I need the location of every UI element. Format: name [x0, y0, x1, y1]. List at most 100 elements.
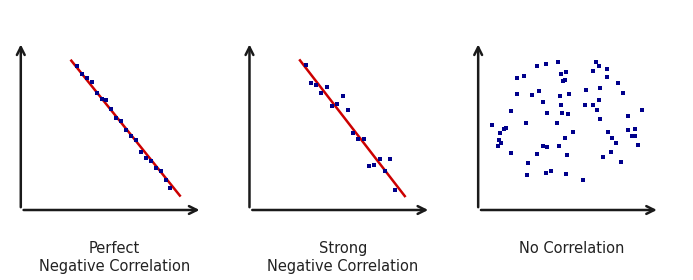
Point: [542, 111, 553, 116]
Point: [556, 102, 567, 107]
Point: [511, 92, 523, 97]
Point: [337, 94, 348, 99]
Point: [562, 111, 573, 116]
Point: [587, 103, 598, 107]
Point: [369, 163, 380, 167]
Point: [552, 120, 563, 125]
Point: [562, 153, 573, 157]
Point: [630, 134, 641, 139]
Point: [534, 89, 545, 93]
Point: [556, 111, 568, 115]
Point: [91, 90, 102, 95]
Point: [101, 98, 112, 102]
Point: [561, 172, 572, 176]
Point: [540, 171, 551, 175]
Point: [358, 136, 369, 141]
Point: [623, 128, 634, 132]
Point: [630, 127, 641, 131]
Point: [560, 78, 571, 83]
Point: [632, 143, 643, 147]
Point: [506, 151, 517, 155]
Point: [390, 188, 401, 192]
Point: [541, 61, 552, 66]
Point: [578, 178, 589, 182]
Point: [613, 81, 624, 86]
Point: [527, 92, 538, 97]
Point: [554, 144, 565, 148]
Point: [607, 136, 618, 140]
Point: [150, 166, 161, 171]
Point: [363, 164, 374, 168]
Point: [86, 80, 97, 84]
Point: [486, 123, 498, 128]
Point: [76, 72, 87, 76]
Point: [165, 185, 176, 190]
Point: [541, 144, 552, 149]
Point: [310, 83, 322, 87]
Point: [306, 81, 317, 85]
Point: [160, 178, 171, 183]
Point: [106, 106, 117, 111]
Point: [81, 76, 92, 80]
Point: [155, 169, 166, 173]
Point: [379, 169, 390, 174]
Point: [71, 64, 82, 69]
Point: [498, 127, 509, 131]
Point: [594, 97, 605, 102]
Point: [519, 74, 530, 78]
Point: [493, 144, 504, 148]
Point: [545, 168, 556, 173]
Point: [554, 94, 565, 98]
Point: [495, 131, 506, 135]
Point: [146, 159, 157, 163]
Point: [116, 119, 127, 123]
Point: [602, 130, 613, 135]
Point: [555, 72, 566, 76]
Point: [561, 70, 572, 75]
Point: [537, 143, 548, 148]
Point: [531, 64, 542, 68]
Point: [532, 152, 543, 157]
Point: [587, 69, 598, 74]
Point: [125, 134, 137, 138]
Text: No Correlation: No Correlation: [519, 241, 624, 256]
Point: [579, 103, 590, 107]
Point: [374, 157, 385, 161]
Point: [521, 120, 532, 125]
Point: [495, 141, 506, 145]
Point: [326, 104, 337, 108]
Point: [348, 131, 359, 136]
Point: [636, 108, 647, 113]
Point: [592, 108, 603, 113]
Point: [595, 116, 606, 121]
Text: Perfect
Negative Correlation: Perfect Negative Correlation: [39, 241, 190, 274]
Point: [601, 67, 612, 71]
Point: [135, 150, 146, 155]
Point: [598, 155, 609, 160]
Point: [563, 92, 574, 96]
Point: [590, 60, 601, 64]
Point: [96, 97, 107, 101]
Point: [332, 102, 343, 106]
Text: Strong
Negative Correlation: Strong Negative Correlation: [267, 241, 419, 274]
Point: [121, 128, 132, 132]
Point: [505, 109, 516, 113]
Point: [385, 157, 396, 161]
Point: [316, 91, 327, 95]
Point: [552, 59, 563, 64]
Point: [606, 150, 617, 154]
Point: [493, 137, 505, 142]
Point: [511, 76, 523, 80]
Point: [538, 99, 549, 104]
Point: [501, 126, 512, 131]
Point: [353, 137, 364, 142]
Point: [626, 134, 638, 138]
Point: [523, 161, 534, 166]
Point: [559, 136, 570, 141]
Point: [611, 141, 622, 145]
Point: [615, 159, 626, 164]
Point: [580, 88, 591, 93]
Point: [622, 114, 633, 119]
Point: [522, 172, 533, 177]
Point: [594, 85, 605, 90]
